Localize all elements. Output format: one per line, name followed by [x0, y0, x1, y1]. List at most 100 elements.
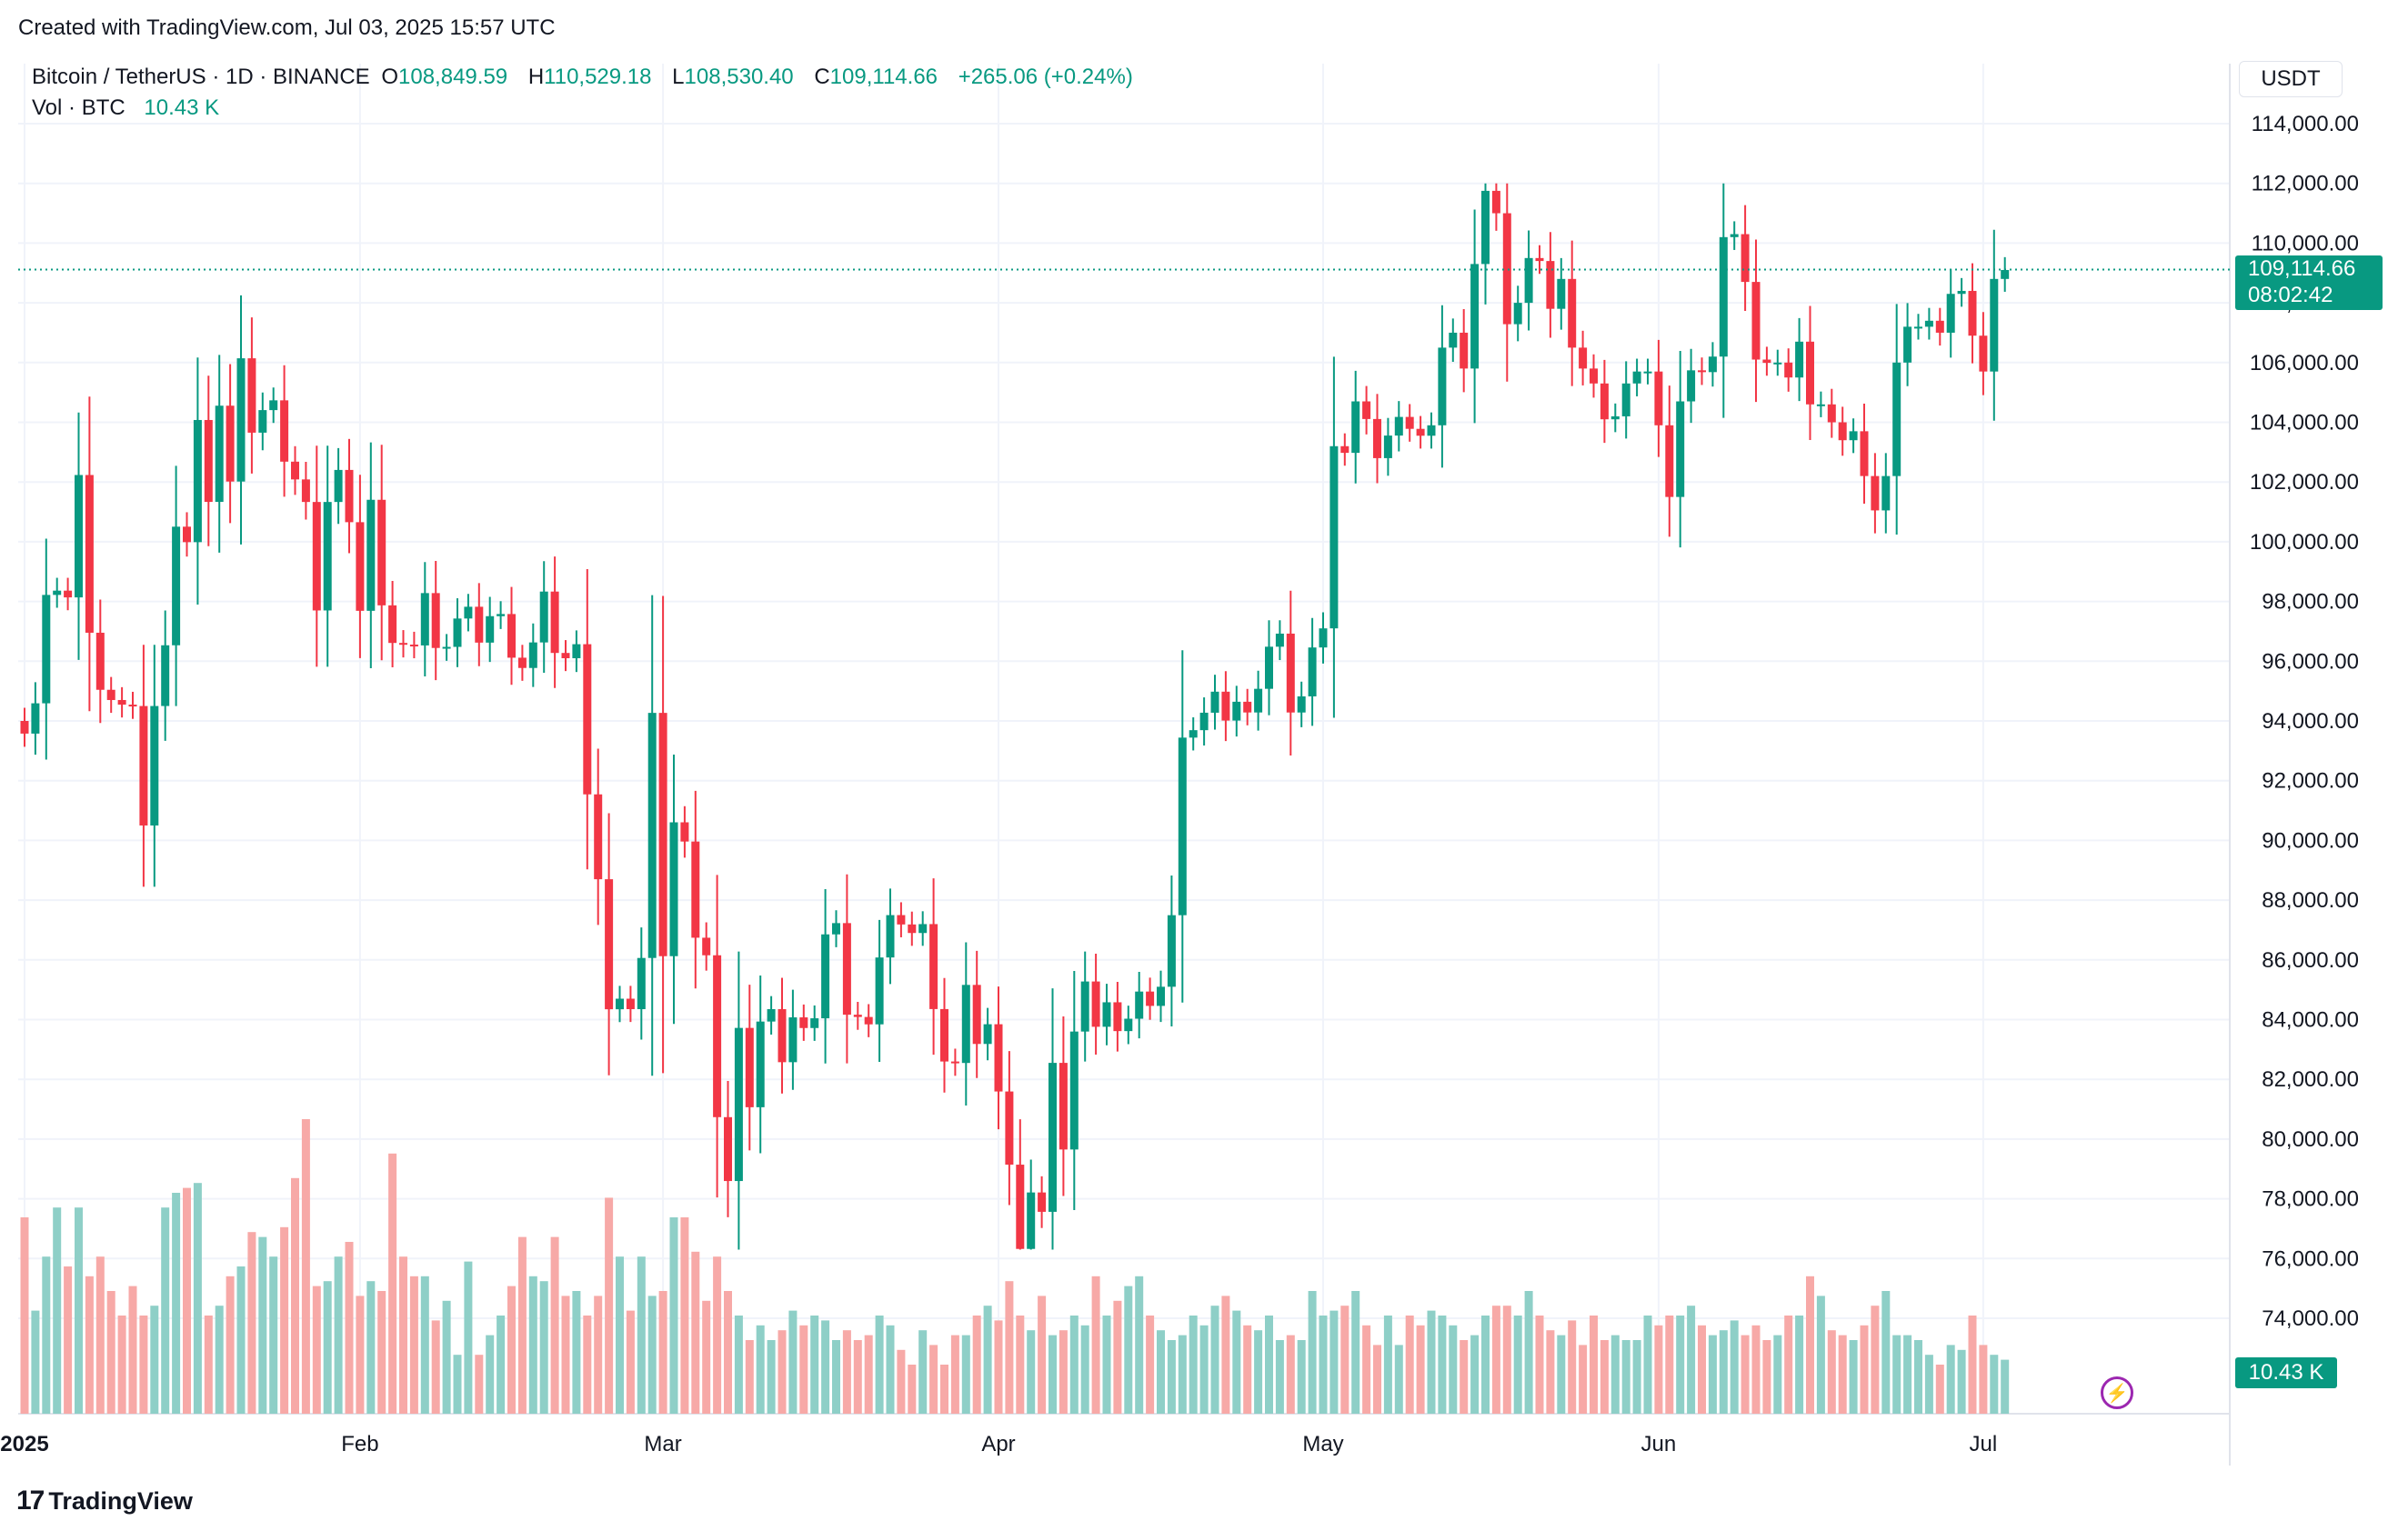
- volume-bar: [897, 1349, 906, 1414]
- volume-bar: [1416, 1325, 1425, 1414]
- candle-body: [1751, 282, 1761, 360]
- volume-bar: [1059, 1330, 1068, 1414]
- volume-bar: [486, 1335, 495, 1414]
- volume-bar: [680, 1217, 689, 1414]
- candle-body: [85, 475, 94, 633]
- volume-bar: [1027, 1330, 1036, 1414]
- candle-body: [1135, 991, 1144, 1019]
- candle-body: [226, 405, 235, 482]
- tradingview-footer[interactable]: 17 TradingView: [16, 1486, 193, 1516]
- candle-body: [1849, 431, 1858, 441]
- volume-bar: [637, 1256, 646, 1414]
- candle-body: [1167, 915, 1176, 987]
- volume-bar: [669, 1217, 678, 1414]
- volume-bar: [886, 1325, 895, 1414]
- volume-bar: [626, 1310, 635, 1414]
- open-value: 108,849.59: [398, 65, 508, 89]
- candle-body: [832, 923, 840, 935]
- volume-bar: [1394, 1345, 1403, 1414]
- volume-bar: [1427, 1310, 1436, 1414]
- volume-bar: [431, 1320, 440, 1414]
- candle-body: [1935, 320, 1944, 333]
- candle-body: [961, 985, 970, 1064]
- candle-body: [517, 657, 527, 668]
- lightning-icon[interactable]: ⚡: [2101, 1376, 2133, 1409]
- volume-bar: [1038, 1296, 1047, 1414]
- candle-body: [1394, 416, 1403, 436]
- volume-bar: [1319, 1316, 1328, 1414]
- volume-bar: [1210, 1306, 1219, 1414]
- currency-button[interactable]: USDT: [2239, 61, 2343, 97]
- volume-bar: [291, 1177, 299, 1414]
- candle-body: [377, 499, 386, 605]
- volume-bar: [1892, 1335, 1901, 1414]
- volume-bar: [950, 1335, 959, 1414]
- volume-bar: [940, 1365, 948, 1414]
- candle-body: [1481, 190, 1490, 265]
- candle-body: [1275, 633, 1284, 647]
- candle-body: [507, 614, 516, 658]
- volume-bar: [821, 1320, 830, 1414]
- volume-bar: [972, 1316, 981, 1414]
- candle-body: [1005, 1091, 1014, 1166]
- time-tick-label: Jul: [1970, 1432, 1998, 1456]
- candle-body: [64, 590, 73, 598]
- volume-bar: [1687, 1306, 1696, 1414]
- volume-bar: [1903, 1335, 1912, 1414]
- last-price-badge: 109,114.66 08:02:42: [2235, 255, 2383, 310]
- candle-body: [291, 461, 299, 480]
- candle-body: [323, 502, 332, 611]
- candle-body: [799, 1017, 808, 1028]
- volume-bar: [1232, 1310, 1241, 1414]
- volume-bar: [64, 1266, 73, 1414]
- candle-body: [1795, 341, 1804, 378]
- candle-body: [1059, 1063, 1068, 1150]
- volume-bar: [1460, 1340, 1469, 1414]
- candle-body: [1665, 425, 1674, 497]
- candle-body: [821, 934, 830, 1019]
- candle-body: [497, 614, 506, 616]
- candle-body: [1730, 234, 1739, 237]
- volume-bar: [1665, 1316, 1674, 1414]
- candle-body: [356, 522, 365, 611]
- volume-bar: [1643, 1316, 1652, 1414]
- candle-body: [1460, 332, 1469, 369]
- price-tick-label: 74,000.00: [2262, 1306, 2359, 1331]
- candle-body: [1838, 422, 1847, 441]
- volume-bar: [1610, 1335, 1620, 1414]
- candle-body: [1719, 236, 1728, 357]
- volume-bar: [658, 1291, 667, 1414]
- candle-body: [247, 358, 256, 433]
- candle-body: [1027, 1192, 1036, 1249]
- symbol-title[interactable]: Bitcoin / TetherUS · 1D · BINANCE: [32, 65, 370, 89]
- candle-body: [1535, 257, 1544, 262]
- time-tick-label: Mar: [644, 1432, 681, 1456]
- volume-bar: [226, 1276, 235, 1414]
- volume-bar: [1167, 1340, 1176, 1414]
- volume-bar: [345, 1242, 354, 1414]
- volume-label[interactable]: Vol · BTC: [32, 95, 125, 120]
- candle-body: [918, 924, 928, 934]
- volume-bar: [864, 1335, 873, 1414]
- candle-body: [53, 590, 62, 595]
- volume-legend: Vol · BTC 10.43 K: [32, 95, 225, 121]
- candlesticks[interactable]: [20, 183, 2010, 1250]
- volume-bar: [691, 1251, 700, 1414]
- candle-body: [442, 646, 451, 649]
- created-with-text: Created with TradingView.com, Jul 03, 20…: [18, 15, 556, 40]
- candle-body: [1449, 332, 1458, 348]
- volume-bar: [1806, 1276, 1814, 1414]
- candle-body: [75, 475, 83, 598]
- candle-body: [420, 593, 429, 645]
- volume-bar: [1568, 1320, 1577, 1414]
- candle-body: [399, 643, 407, 645]
- price-tick-label: 94,000.00: [2262, 709, 2359, 734]
- volume-bar: [1491, 1306, 1500, 1414]
- candle-body: [258, 410, 267, 433]
- price-tick-label: 114,000.00: [2252, 112, 2359, 136]
- volume-bar: [1146, 1316, 1155, 1414]
- volume-bar: [1600, 1340, 1609, 1414]
- time-axis[interactable]: 2025 Feb Mar Apr May Jun Jul: [0, 1432, 1997, 1456]
- candle-body: [1329, 445, 1339, 629]
